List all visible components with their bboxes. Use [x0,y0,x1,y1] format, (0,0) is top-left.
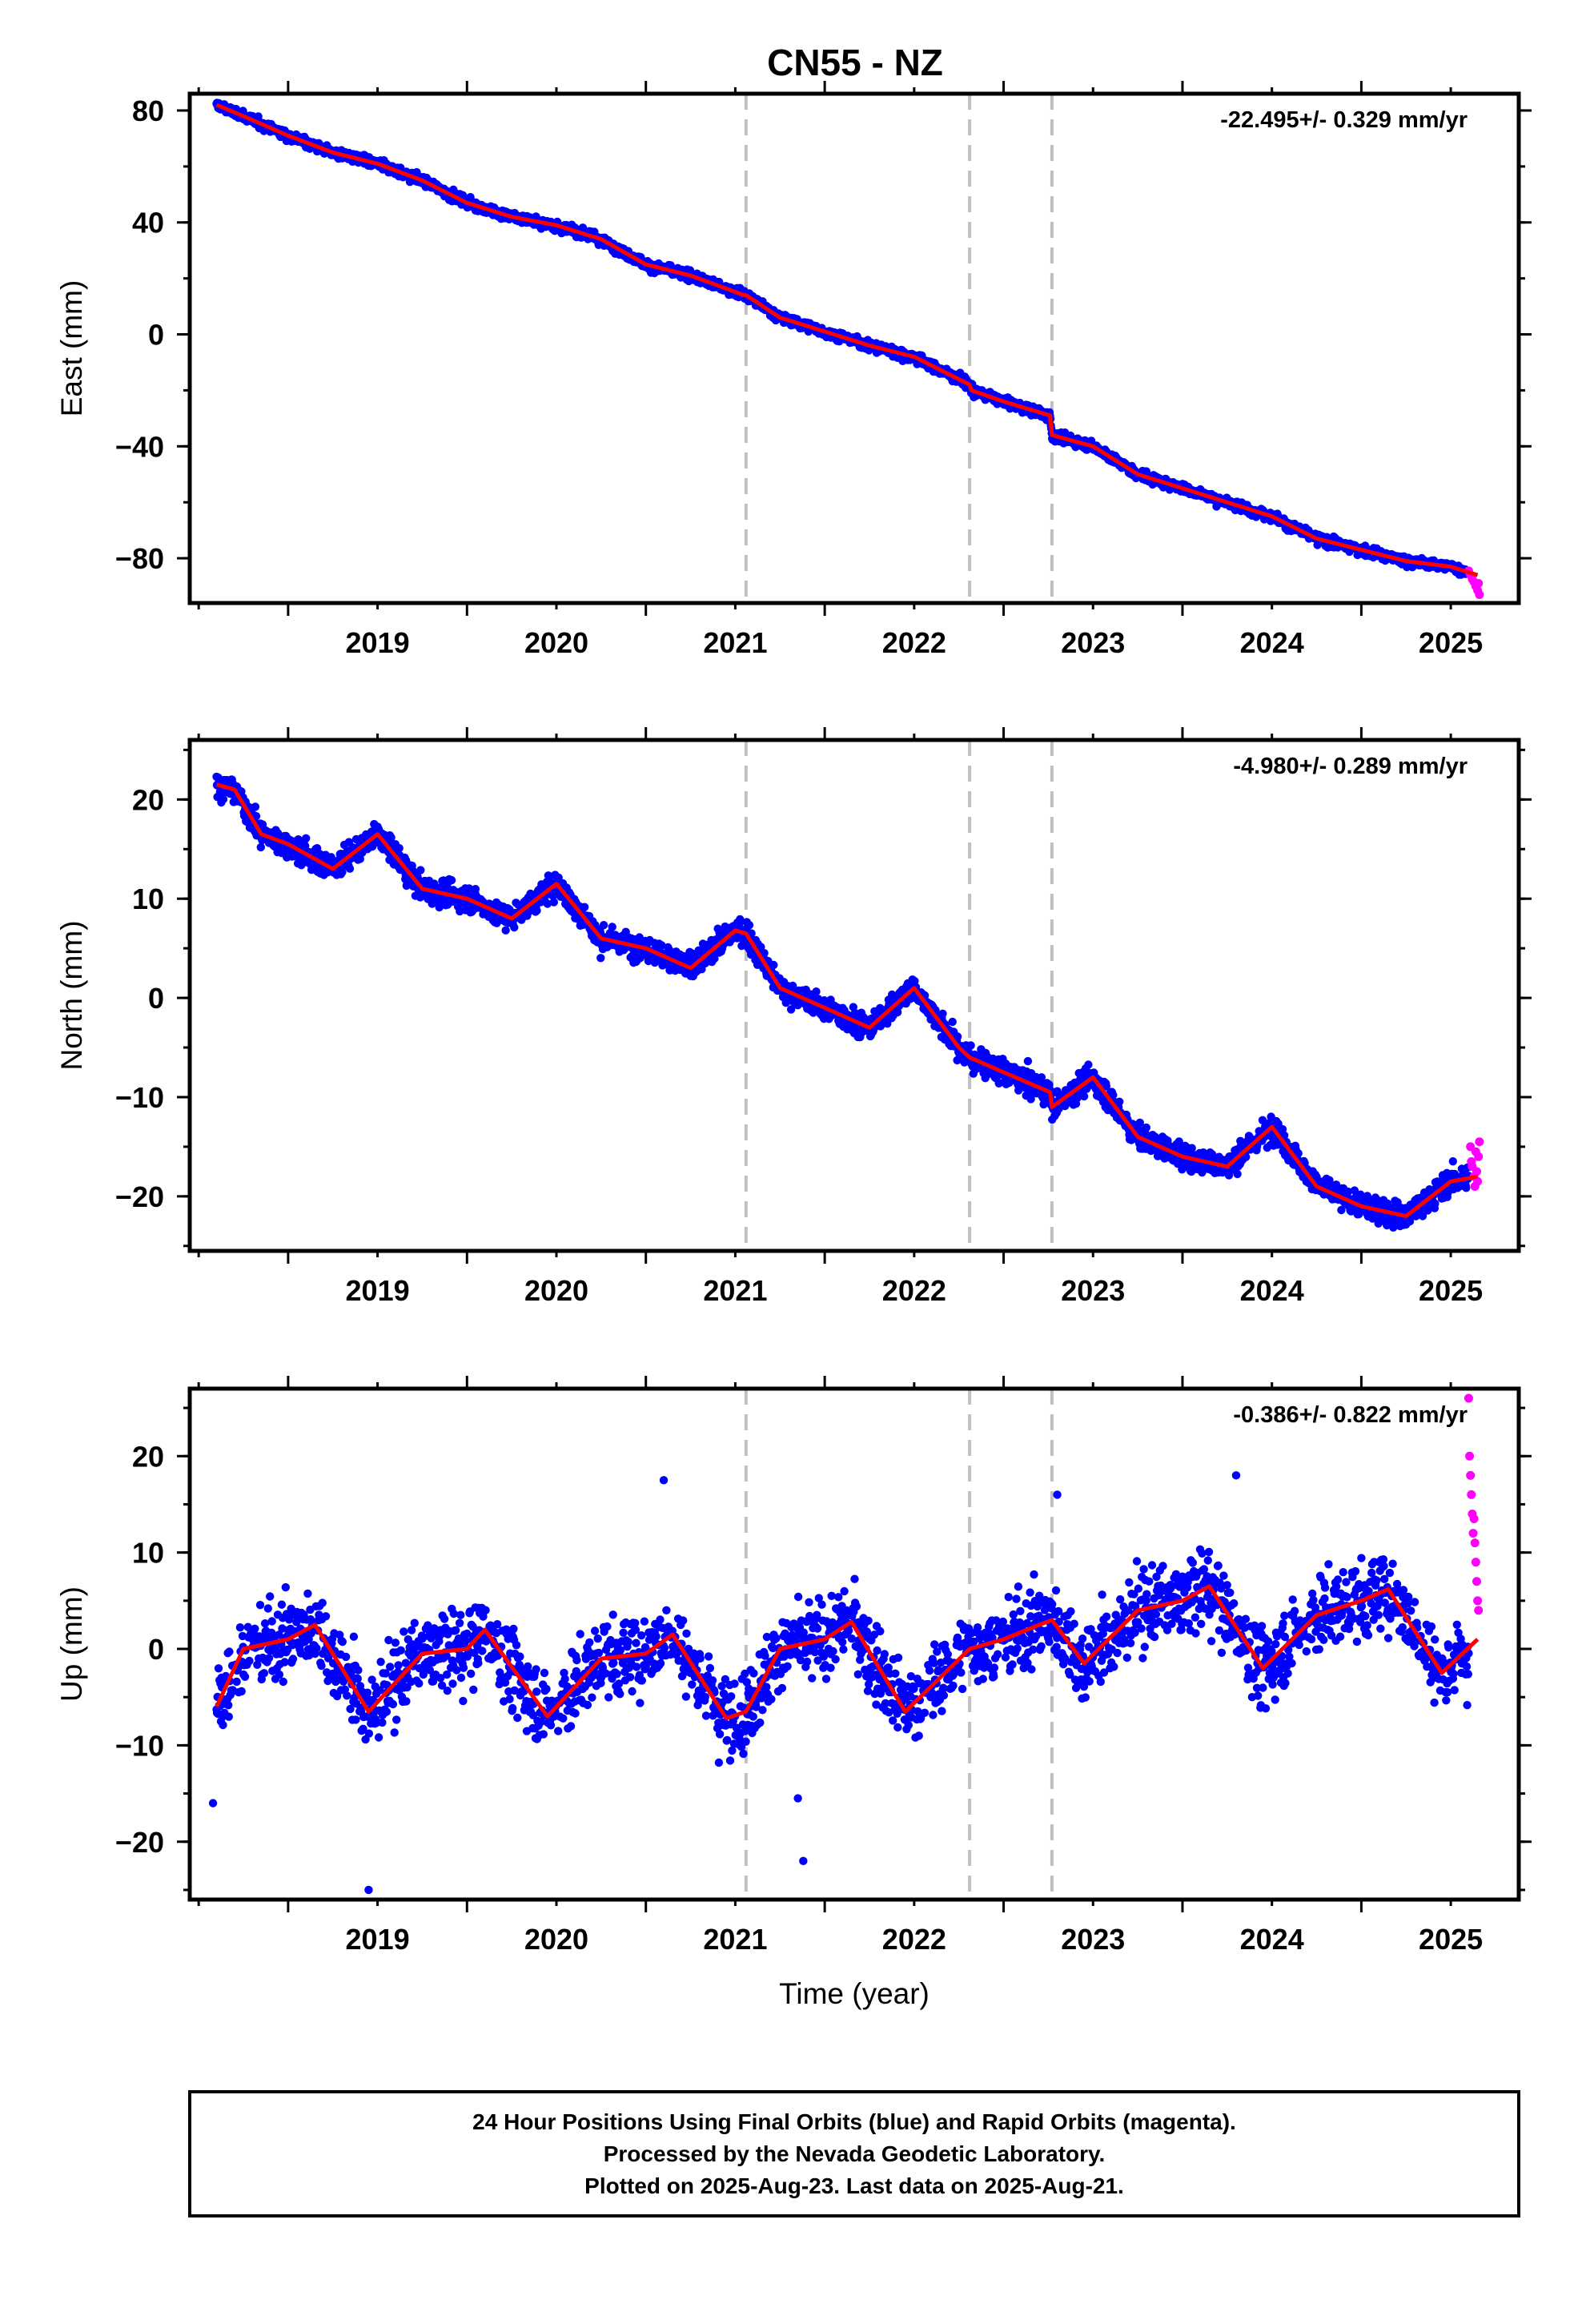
north-final-point [416,866,425,875]
east-x-ticks [197,81,1452,616]
north-final-point [345,864,355,873]
east-y-ticks [177,109,1532,560]
east-y-tick-label: −80 [115,542,164,575]
east-x-tick-label: 2025 [1419,626,1483,659]
north-final-point [251,802,260,811]
east-plot-area [212,94,1484,603]
north-final-point [599,921,608,930]
east-y-tick-label: 80 [132,94,164,127]
east-x-tick-label: 2024 [1240,626,1304,659]
east-x-tick-label: 2020 [524,626,588,659]
north-final-point [532,906,541,915]
east-model-line [215,103,1479,577]
east-x-tick-label: 2021 [703,626,767,659]
east-y-tick-label: 40 [132,207,164,239]
north-final-point [301,842,310,850]
north-plot-area [212,740,1484,1251]
north-final-point [464,884,474,893]
north-final-point [219,794,228,804]
east-x-tick-label: 2023 [1061,626,1125,659]
north-final-point [554,873,563,883]
north-final-point [657,941,666,950]
east-x-tick-label: 2019 [346,626,410,659]
north-final-point [757,943,765,951]
north-final-point [501,926,510,935]
north-final-point [745,921,754,930]
north-final-point [1037,1073,1046,1082]
east-y-axis-label: East (mm) [55,280,88,417]
east-rapid-point [1474,579,1484,589]
north-panel: 2019 2020 2021 2022 2023 2024 202520100−10−20N… [55,727,1532,1307]
north-final-point [543,899,552,908]
north-final-orbit-points [212,772,1473,1232]
north-final-point [355,854,364,863]
north-final-point [338,867,347,877]
north-final-point [608,923,616,931]
north-final-point [510,923,519,932]
north-final-point [387,833,396,842]
north-final-point [580,903,589,911]
north-final-point [251,812,261,821]
north-final-point [938,1009,947,1019]
north-final-point [710,954,719,963]
north-final-point [966,1041,975,1050]
north-final-point [812,987,821,996]
north-final-point [1039,1100,1048,1109]
north-final-point [302,834,311,843]
north-final-point [471,885,480,894]
north-final-point [395,844,404,853]
east-y-tick-label: 0 [148,319,164,352]
figure-title: CN55 - NZ [767,42,943,83]
north-final-point [447,876,456,885]
north-final-point [769,960,778,970]
north-final-point [948,1017,957,1027]
east-final-point [578,223,588,232]
north-final-point [256,842,265,852]
east-panel: 2019 2020 2021 2022 2023 2024 2025 80 40 0 −40 −80 E… [55,81,1532,659]
north-final-point [953,1032,962,1041]
north-final-point [596,954,605,963]
east-frame [187,91,1521,605]
north-final-point [549,898,558,907]
north-final-point [760,949,769,958]
east-y-tick-label: −40 [115,430,164,463]
east-rate-label: -22.495+/- 0.329 mm/yr [1220,107,1468,133]
east-x-tick-label: 2022 [882,626,946,659]
east-rapid-point [1475,590,1484,600]
north-final-point [1023,1056,1033,1066]
